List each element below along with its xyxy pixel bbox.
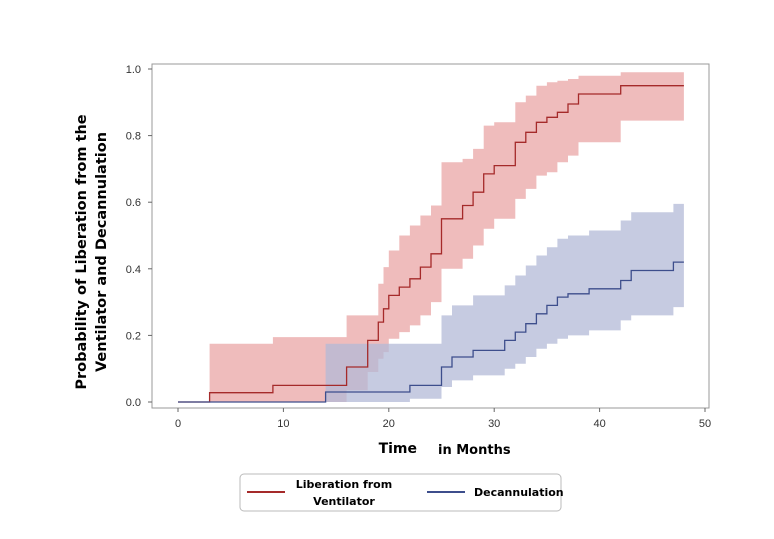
y-tick-label: 0.4 (126, 264, 141, 276)
legend-label-decannulation: Decannulation (474, 486, 564, 499)
y-axis-title-line1: Probability of Liberation from the (74, 114, 90, 389)
y-axis-ticks: 0.0 0.2 0.4 0.6 0.8 1.0 (126, 64, 152, 409)
legend-box (239, 473, 562, 512)
x-tick-label: 20 (383, 418, 395, 430)
x-tick-label: 30 (488, 418, 500, 430)
x-tick-label: 50 (699, 418, 711, 430)
y-axis-title-line2: Ventilator and Decannulation (94, 132, 110, 372)
x-axis-ticks: 0 10 20 30 40 50 (175, 408, 711, 430)
x-tick-label: 10 (277, 418, 289, 430)
y-tick-label: 0.0 (126, 397, 141, 409)
x-tick-label: 0 (175, 418, 181, 430)
series-line-liberation (178, 85, 684, 403)
legend-label-liberation-line1: Liberation from (296, 478, 392, 491)
legend: Liberation from Ventilator Decannulation (239, 473, 564, 512)
x-tick-label: 40 (593, 418, 605, 430)
series-line-decannulation (178, 261, 684, 403)
legend-label-liberation-line2: Ventilator (313, 495, 375, 508)
y-tick-label: 0.6 (126, 197, 141, 209)
x-axis-title-suffix: in Months (438, 443, 511, 458)
survival-curves (178, 85, 684, 403)
confidence-band-liberation (178, 72, 684, 403)
plot-frame (151, 63, 710, 409)
x-axis-title: Time (379, 441, 417, 457)
y-tick-label: 1.0 (126, 64, 141, 76)
y-tick-label: 0.2 (126, 330, 141, 342)
confidence-bands (178, 72, 684, 403)
confidence-band-decannulation (178, 203, 684, 402)
y-tick-label: 0.8 (126, 131, 141, 143)
